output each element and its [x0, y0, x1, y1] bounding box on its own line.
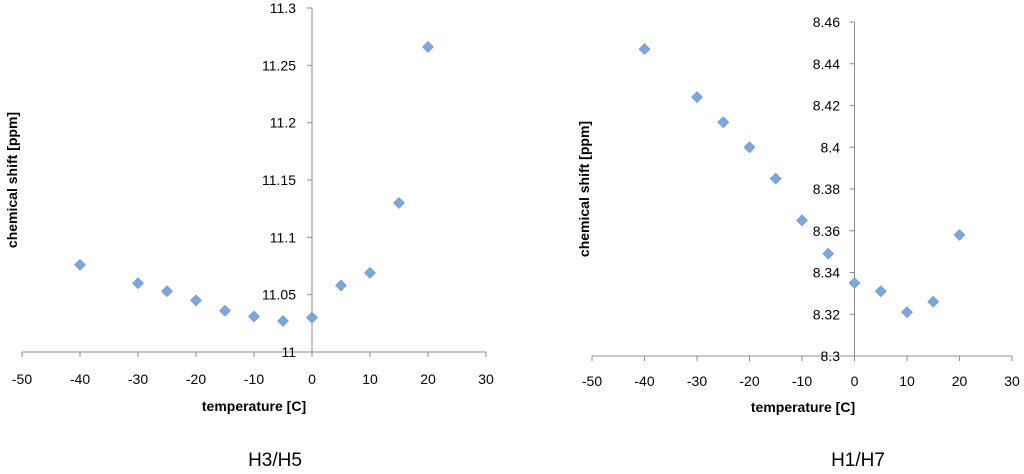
x-tick-label: -50: [12, 371, 32, 387]
y-tick-label: 11.15: [262, 172, 296, 188]
y-tick-label: 8.3: [821, 348, 841, 364]
x-tick-label: 10: [899, 373, 915, 389]
x-tick-label: -40: [70, 371, 90, 387]
data-point: [874, 285, 887, 298]
y-tick-label: 8.32: [813, 306, 840, 322]
data-point: [848, 277, 861, 289]
x-axis-title: temperature [C]: [202, 398, 306, 414]
y-tick-label: 8.46: [813, 14, 840, 30]
data-point: [953, 229, 966, 241]
y-tick-label: 8.42: [813, 98, 840, 114]
y-tick-label: 11.2: [270, 115, 296, 131]
data-point: [190, 294, 202, 307]
data-point: [393, 197, 405, 209]
data-point: [717, 116, 730, 129]
data-point: [691, 91, 703, 104]
x-tick-label: -10: [792, 373, 812, 389]
data-point: [769, 172, 782, 185]
y-tick-label: 8.36: [813, 223, 840, 239]
data-point: [132, 277, 144, 290]
x-tick-label: 10: [362, 371, 378, 387]
x-tick-label: 30: [478, 371, 494, 387]
data-point: [219, 304, 231, 317]
x-tick-label: 0: [308, 371, 316, 387]
y-tick-label: 11: [281, 344, 296, 360]
x-tick-label: -30: [687, 373, 707, 389]
y-tick-label: 11.3: [270, 0, 296, 16]
data-point: [335, 279, 347, 292]
data-point: [306, 311, 318, 324]
y-tick-label: 8.34: [813, 265, 840, 281]
x-tick-label: 30: [1004, 373, 1020, 389]
chart-caption: H3/H5: [248, 450, 302, 471]
x-tick-label: -20: [739, 373, 759, 389]
y-axis-title: chemical shift [ppm]: [576, 121, 592, 257]
data-point: [901, 306, 913, 319]
y-tick-label: 11.25: [262, 57, 296, 73]
data-point: [743, 141, 756, 154]
data-point: [248, 310, 260, 323]
y-tick-label: 8.38: [813, 181, 840, 197]
data-point: [927, 295, 940, 308]
x-tick-label: -10: [244, 371, 264, 387]
data-point: [277, 315, 289, 327]
y-tick-label: 8.4: [821, 139, 841, 155]
data-point: [364, 266, 376, 279]
x-tick-label: -20: [186, 371, 206, 387]
x-axis-title: temperature [C]: [751, 399, 855, 415]
data-point: [796, 214, 808, 227]
data-point: [74, 258, 86, 271]
y-tick-label: 11.05: [262, 287, 296, 303]
y-tick-label: 11.1: [270, 229, 296, 245]
chart-caption: H1/H7: [831, 450, 885, 471]
data-point: [638, 43, 651, 56]
x-tick-label: 20: [420, 371, 436, 387]
y-axis-title: chemical shift [ppm]: [4, 112, 20, 248]
data-point: [422, 41, 434, 53]
x-tick-label: -40: [634, 373, 654, 389]
data-point: [161, 285, 173, 298]
x-tick-label: -30: [128, 371, 148, 387]
y-tick-label: 8.44: [813, 56, 840, 72]
chart-h1-h7: -50 -40 -30 -20 -10 0 10 20 30 8.3 8.32 8.34 8.36 8.3…: [576, 14, 1020, 471]
chart-h3-h5: -50 -40 -30 -20 -10 0 10 20 30 11 11.05 11.1 11.15 11…: [4, 0, 494, 471]
x-tick-label: 0: [851, 373, 859, 389]
data-point: [822, 247, 835, 260]
x-tick-label: -50: [582, 373, 602, 389]
x-tick-label: 20: [952, 373, 968, 389]
